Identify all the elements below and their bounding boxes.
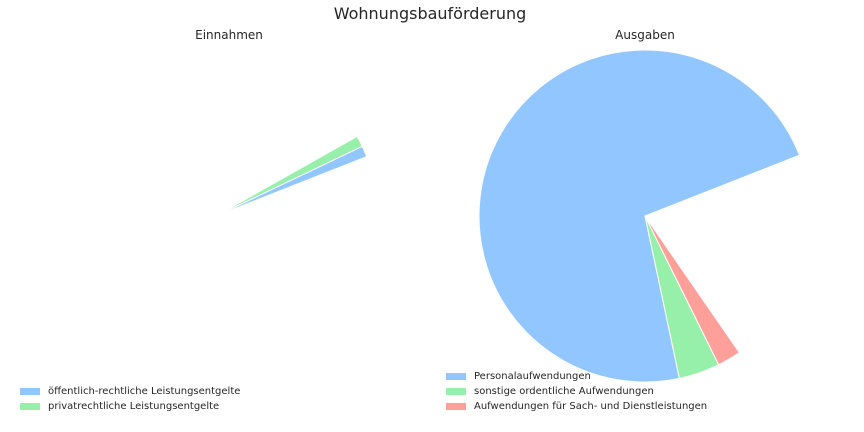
legend-item: Aufwendungen für Sach- und Dienstleistun… [446, 399, 707, 414]
legend-item: sonstige ordentliche Aufwendungen [446, 384, 707, 399]
chart-title: Wohnungsbauförderung [334, 4, 527, 23]
pie-title-einnahmen: Einnahmen [195, 28, 263, 42]
legend-label: sonstige ordentliche Aufwendungen [474, 386, 654, 397]
legend-swatch [20, 403, 40, 410]
legend-label: Aufwendungen für Sach- und Dienstleistun… [474, 401, 708, 412]
legend-label: privatrechtliche Leistungsentgelte [48, 401, 220, 412]
pie-slice-1-0 [478, 49, 800, 383]
legend-swatch [20, 388, 40, 395]
legend-item: öffentlich-rechtliche Leistungsentgelte [20, 384, 240, 399]
legend-swatch [446, 373, 466, 380]
legend-item: Personalaufwendungen [446, 369, 707, 384]
legend-einnahmen: öffentlich-rechtliche Leistungsentgelte … [20, 384, 240, 414]
legend-label: öffentlich-rechtliche Leistungsentgelte [48, 386, 241, 397]
pie-title-ausgaben: Ausgaben [615, 28, 675, 42]
legend-swatch [446, 388, 466, 395]
pie-ausgaben [478, 49, 800, 383]
legend-label: Personalaufwendungen [474, 371, 591, 382]
pie-einnahmen [215, 135, 368, 217]
legend-ausgaben: Personalaufwendungen sonstige ordentlich… [446, 369, 707, 414]
legend-swatch [446, 403, 466, 410]
pie-slice-1-2 [644, 215, 740, 366]
pie-slice-0-1 [215, 135, 363, 217]
legend-item: privatrechtliche Leistungsentgelte [20, 399, 240, 414]
